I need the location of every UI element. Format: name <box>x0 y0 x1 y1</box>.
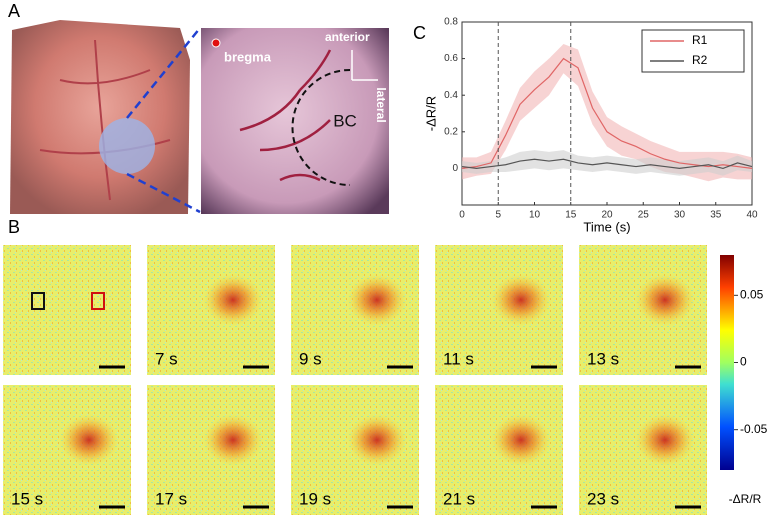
photo-skull <box>10 20 190 214</box>
heatmap-grid: 7 s 9 s 11 s 13 s 15 s 17 s 19 s 21 s 23 s 0.05 0 -… <box>3 245 768 515</box>
activation <box>347 274 407 326</box>
y-tick-label: 0 <box>452 163 458 174</box>
line-chart: 0 5 10 15 20 25 30 35 40 0 0.2 0.4 0.6 0.8 Time (s) -ΔR… <box>423 17 758 235</box>
frame-label: 11 s <box>443 349 474 368</box>
y-tick-label: 0.2 <box>444 126 458 137</box>
legend <box>641 29 745 73</box>
frame-label: 15 s <box>11 489 43 508</box>
panel-label: C <box>413 23 426 43</box>
activation <box>347 414 407 466</box>
x-tick-label: 20 <box>601 210 613 221</box>
error-band <box>520 71 535 121</box>
x-tick-label: 5 <box>495 210 501 221</box>
x-tick-label: 35 <box>710 210 722 221</box>
activation <box>491 274 551 326</box>
legend-label: R1 <box>692 33 708 47</box>
error-band <box>549 43 564 96</box>
roi <box>31 292 45 310</box>
zoom-line <box>126 172 201 214</box>
colorbar-label: -ΔR/R <box>729 492 762 506</box>
colorbar-tick-label: -0.05 <box>740 422 768 436</box>
y-tick-label: 0.6 <box>444 53 458 64</box>
activation <box>203 274 263 326</box>
error-band <box>621 126 636 160</box>
activation <box>491 414 551 466</box>
line <box>461 57 753 169</box>
zoom-line <box>126 27 201 119</box>
frame-label: 17 s <box>155 489 187 508</box>
annotation: lateral <box>374 87 388 122</box>
y-axis-label: -ΔR/R <box>423 96 438 131</box>
error-band <box>505 151 520 173</box>
activation <box>635 414 695 466</box>
activation <box>635 274 695 326</box>
annotation: anterior <box>325 30 370 44</box>
activation <box>203 414 263 466</box>
frame-label: 23 s <box>587 489 619 508</box>
line <box>461 158 753 170</box>
frame-label: 9 s <box>299 349 322 368</box>
panel-label: A <box>8 1 20 21</box>
colorbar <box>720 255 734 470</box>
colorbar-tick-label: 0.05 <box>740 287 764 301</box>
panel-label: B <box>8 217 20 237</box>
activation <box>59 414 119 466</box>
x-tick-label: 25 <box>638 210 650 221</box>
legend-label: R2 <box>692 53 708 67</box>
frame-label: 13 s <box>587 349 619 368</box>
y-tick-label: 0.4 <box>444 90 458 101</box>
x-tick-label: 10 <box>529 210 541 221</box>
x-tick-label: 40 <box>746 210 758 221</box>
y-tick-label: 0.8 <box>444 17 458 28</box>
annotation: BC <box>333 111 357 130</box>
x-tick-label: 15 <box>565 210 577 221</box>
heatmap-frame <box>3 245 131 375</box>
annotation: bregma <box>224 49 272 64</box>
colorbar-tick-label: 0 <box>740 355 747 369</box>
error-band <box>563 150 578 171</box>
x-tick-label: 0 <box>459 210 465 221</box>
frame-label: 21 s <box>443 489 475 508</box>
frame-label: 19 s <box>299 489 331 508</box>
x-tick-label: 30 <box>674 210 686 221</box>
x-axis-label: Time (s) <box>583 219 630 234</box>
roi <box>91 292 105 310</box>
frame-label: 7 s <box>155 349 178 368</box>
photo-window: bregma anterior lateral BC <box>201 28 389 214</box>
